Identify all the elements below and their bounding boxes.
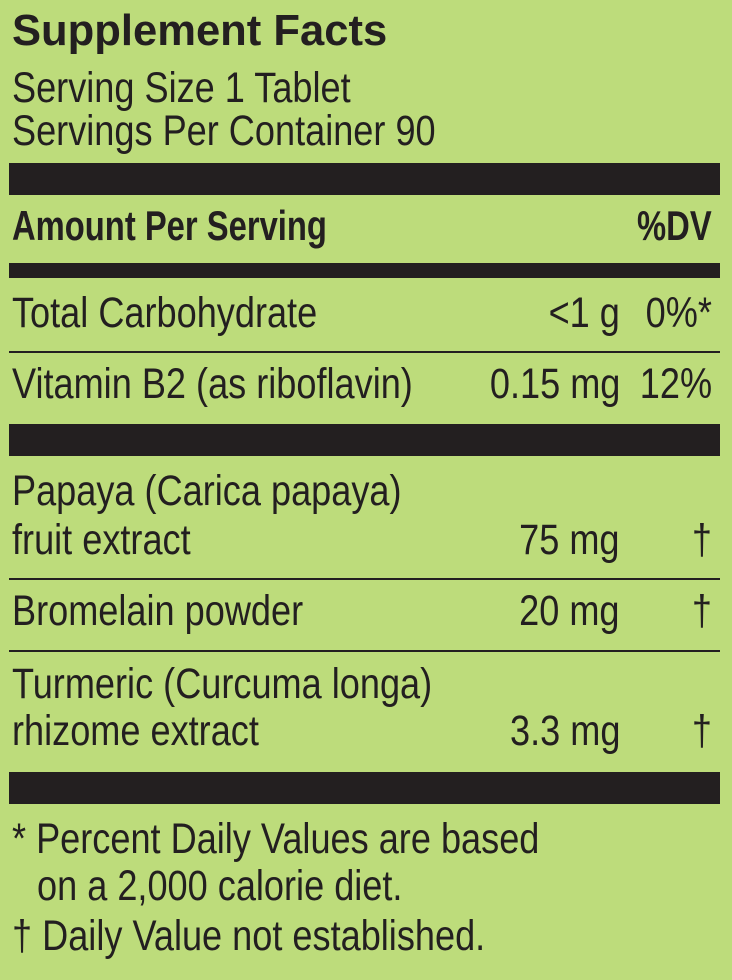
dagger-mark: † [691,707,712,755]
nutrient-name: Total Carbohydrate [12,289,318,337]
ingredient-amount: 75 mg [519,516,620,564]
divider-thin [9,351,720,353]
divider-thin [9,578,720,580]
ingredient-amount: 3.3 mg [509,707,620,755]
title: Supplement Facts [12,6,388,55]
ingredient-name-line2: rhizome extract [12,707,259,755]
dagger-mark: † [691,516,712,564]
divider-thick [9,772,720,804]
ingredient-name-line2: fruit extract [12,516,191,564]
servings-per-container: Servings Per Container 90 [12,107,436,155]
footnote-dv-basis: * Percent Daily Values are based [12,815,540,863]
nutrient-dv: 0%* [645,289,712,337]
ingredient-name: Bromelain powder [12,587,304,635]
divider-thin [9,650,720,652]
ingredient-name: Papaya (Carica papaya) [12,467,402,515]
footnote-dv-not-established: † Daily Value not established. [12,912,486,960]
serving-size: Serving Size 1 Tablet [12,64,351,112]
divider-thick [9,163,720,195]
ingredient-name: Turmeric (Curcuma longa) [12,660,433,708]
nutrient-name: Vitamin B2 (as riboflavin) [12,360,413,408]
dv-label: %DV [637,202,712,249]
nutrient-dv: 12% [639,360,712,408]
divider-medium [9,263,720,278]
footnote-calorie-diet: on a 2,000 calorie diet. [37,862,403,910]
dagger-mark: † [691,587,712,635]
nutrient-amount: 0.15 mg [489,360,620,408]
divider-thick [9,424,720,456]
nutrient-amount: <1 g [548,289,620,337]
amount-per-serving-label: Amount Per Serving [12,202,327,249]
ingredient-amount: 20 mg [519,587,620,635]
